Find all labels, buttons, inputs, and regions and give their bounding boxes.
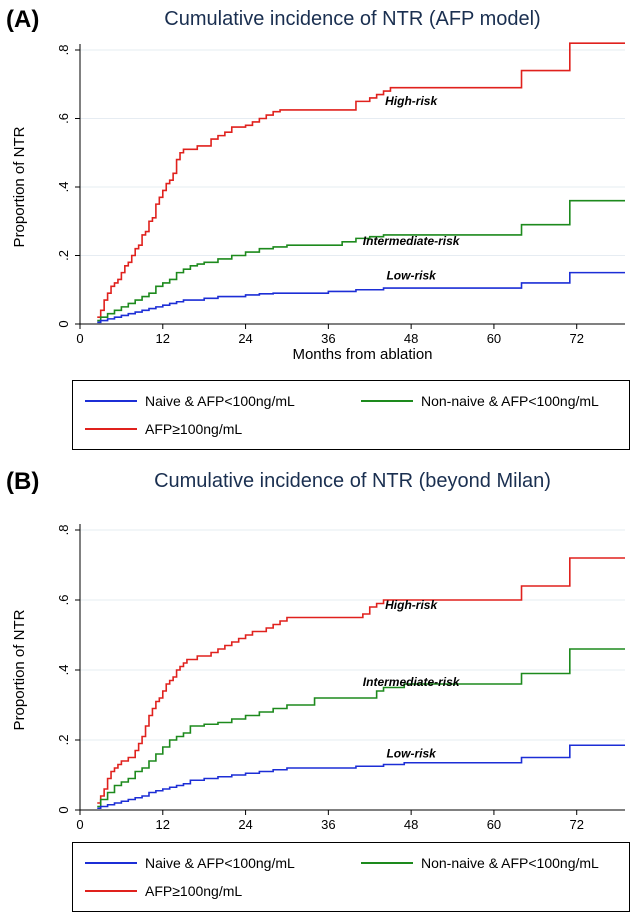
risk-annotation: High-risk <box>385 598 438 612</box>
y-tick-label: .6 <box>56 113 71 124</box>
y-tick-label: .8 <box>56 525 71 536</box>
legend-item-high-afp: AFP≥100ng/mL <box>85 883 242 899</box>
legend-item-naive: Naive & AFP<100ng/mL <box>85 393 295 409</box>
legend-item-naive: Naive & AFP<100ng/mL <box>85 855 295 871</box>
legend-swatch-red <box>85 428 137 430</box>
legend-label: Non-naive & AFP<100ng/mL <box>421 855 599 871</box>
panel-label: (A) <box>6 6 40 33</box>
panel-label: (B) <box>6 468 40 495</box>
x-axis-label: Months from ablation <box>292 346 432 360</box>
risk-annotation: Low-risk <box>386 747 437 761</box>
x-tick-label: 36 <box>321 817 335 832</box>
chart-title: Cumulative incidence of NTR (AFP model) <box>164 8 541 30</box>
legend-label: Non-naive & AFP<100ng/mL <box>421 393 599 409</box>
series-line-afp-100ng-ml <box>97 557 625 804</box>
series-line-afp-100ng-ml <box>97 42 625 318</box>
chart-title: Cumulative incidence of NTR (beyond Mila… <box>154 470 551 492</box>
x-tick-label: 72 <box>569 331 583 346</box>
y-tick-label: .2 <box>56 735 71 746</box>
legend-item-high-afp: AFP≥100ng/mL <box>85 421 242 437</box>
y-tick-label: .6 <box>56 595 71 606</box>
series-line-naive-afp-100ng-ml <box>97 271 625 324</box>
risk-annotation: Low-risk <box>386 268 437 282</box>
legend-label: AFP≥100ng/mL <box>145 421 243 437</box>
risk-annotation: High-risk <box>385 94 438 108</box>
x-tick-label: 60 <box>487 331 501 346</box>
x-tick-label: 0 <box>76 331 83 346</box>
y-tick-label: 0 <box>56 806 71 813</box>
legend: Naive & AFP<100ng/mL Non-naive & AFP<100… <box>72 842 630 912</box>
x-tick-label: 60 <box>487 817 501 832</box>
panel-b: (B) Cumulative incidence of NTR (beyond … <box>0 462 634 921</box>
x-tick-label: 36 <box>321 331 335 346</box>
y-tick-label: .8 <box>56 45 71 56</box>
y-tick-label: .4 <box>56 665 71 676</box>
x-tick-label: 72 <box>569 817 583 832</box>
legend-label: AFP≥100ng/mL <box>145 883 243 899</box>
y-tick-label: .2 <box>56 250 71 261</box>
legend-label: Naive & AFP<100ng/mL <box>145 855 295 871</box>
series-line-naive-afp-100ng-ml <box>97 744 625 810</box>
legend: Naive & AFP<100ng/mL Non-naive & AFP<100… <box>72 380 630 450</box>
x-tick-label: 48 <box>404 817 418 832</box>
legend-swatch-blue <box>85 400 137 402</box>
x-tick-label: 24 <box>238 331 252 346</box>
panel-a: (A) Cumulative incidence of NTR (AFP mod… <box>0 0 634 460</box>
y-axis-label: Proportion of NTR <box>11 126 28 247</box>
risk-annotation: Intermediate-risk <box>363 675 461 689</box>
x-tick-label: 24 <box>238 817 252 832</box>
y-axis-label: Proportion of NTR <box>11 609 28 730</box>
legend-swatch-red <box>85 890 137 892</box>
x-tick-label: 12 <box>156 817 170 832</box>
x-tick-label: 0 <box>76 817 83 832</box>
series-line-non-naive-afp-100ng-ml <box>97 648 625 808</box>
legend-swatch-blue <box>85 862 137 864</box>
x-tick-label: 48 <box>404 331 418 346</box>
legend-label: Naive & AFP<100ng/mL <box>145 393 295 409</box>
legend-swatch-green <box>361 862 413 864</box>
series-line-non-naive-afp-100ng-ml <box>97 199 625 322</box>
risk-annotation: Intermediate-risk <box>363 234 461 248</box>
legend-item-non-naive: Non-naive & AFP<100ng/mL <box>361 855 599 871</box>
chart-plot-area: 0 .2 .4 .6 .8 0 12 24 36 48 60 72 Months from ablati… <box>11 42 625 360</box>
legend-swatch-green <box>361 400 413 402</box>
y-tick-label: .4 <box>56 182 71 193</box>
y-tick-label: 0 <box>56 320 71 327</box>
legend-item-non-naive: Non-naive & AFP<100ng/mL <box>361 393 599 409</box>
x-tick-label: 12 <box>156 331 170 346</box>
